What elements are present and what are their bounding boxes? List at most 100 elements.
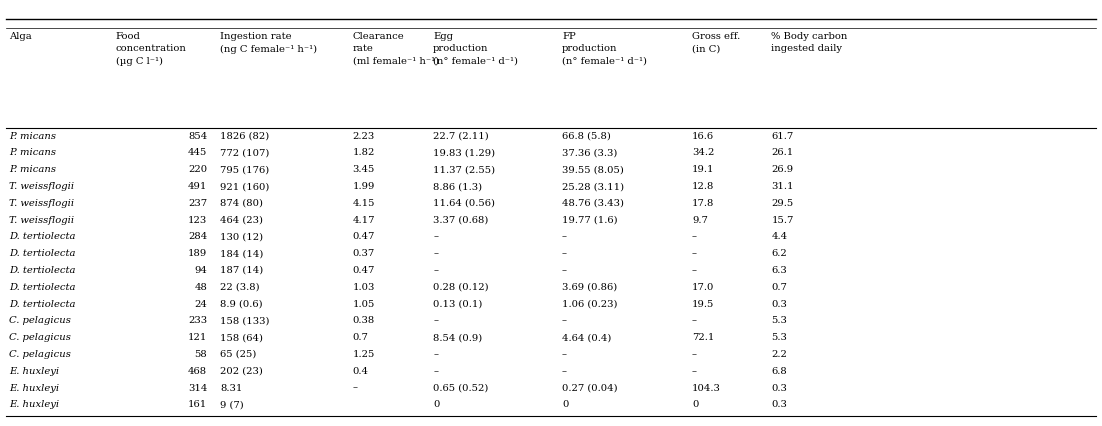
Text: 8.86 (1.3): 8.86 (1.3) bbox=[433, 182, 483, 191]
Text: 220: 220 bbox=[188, 165, 207, 174]
Text: 202 (23): 202 (23) bbox=[220, 367, 263, 376]
Text: C. pelagicus: C. pelagicus bbox=[9, 350, 71, 359]
Text: 19.83 (1.29): 19.83 (1.29) bbox=[433, 149, 495, 158]
Text: 17.8: 17.8 bbox=[692, 199, 714, 208]
Text: 29.5: 29.5 bbox=[771, 199, 793, 208]
Text: 0.65 (0.52): 0.65 (0.52) bbox=[433, 383, 488, 392]
Text: –: – bbox=[433, 249, 439, 258]
Text: –: – bbox=[562, 249, 568, 258]
Text: 772 (107): 772 (107) bbox=[220, 149, 270, 158]
Text: 184 (14): 184 (14) bbox=[220, 249, 263, 258]
Text: 284: 284 bbox=[188, 233, 207, 242]
Text: P. micans: P. micans bbox=[9, 149, 56, 158]
Text: 26.9: 26.9 bbox=[771, 165, 793, 174]
Text: –: – bbox=[692, 350, 698, 359]
Text: 314: 314 bbox=[187, 383, 207, 392]
Text: 22.7 (2.11): 22.7 (2.11) bbox=[433, 132, 489, 141]
Text: C. pelagicus: C. pelagicus bbox=[9, 317, 71, 325]
Text: 237: 237 bbox=[188, 199, 207, 208]
Text: 11.64 (0.56): 11.64 (0.56) bbox=[433, 199, 495, 208]
Text: –: – bbox=[562, 233, 568, 242]
Text: –: – bbox=[433, 266, 439, 275]
Text: 1.03: 1.03 bbox=[353, 283, 375, 292]
Text: –: – bbox=[692, 249, 698, 258]
Text: 0.13 (0.1): 0.13 (0.1) bbox=[433, 299, 483, 308]
Text: 11.37 (2.55): 11.37 (2.55) bbox=[433, 165, 495, 174]
Text: Alga: Alga bbox=[9, 32, 32, 41]
Text: 8.54 (0.9): 8.54 (0.9) bbox=[433, 333, 483, 342]
Text: 3.45: 3.45 bbox=[353, 165, 375, 174]
Text: 1.25: 1.25 bbox=[353, 350, 375, 359]
Text: 795 (176): 795 (176) bbox=[220, 165, 270, 174]
Text: 58: 58 bbox=[194, 350, 207, 359]
Text: 19.5: 19.5 bbox=[692, 299, 714, 308]
Text: 1.82: 1.82 bbox=[353, 149, 375, 158]
Text: 12.8: 12.8 bbox=[692, 182, 714, 191]
Text: Food
concentration
(µg C l⁻¹): Food concentration (µg C l⁻¹) bbox=[116, 32, 186, 66]
Text: 189: 189 bbox=[188, 249, 207, 258]
Text: –: – bbox=[433, 350, 439, 359]
Text: 34.2: 34.2 bbox=[692, 149, 714, 158]
Text: 16.6: 16.6 bbox=[692, 132, 714, 141]
Text: 1826 (82): 1826 (82) bbox=[220, 132, 270, 141]
Text: D. tertiolecta: D. tertiolecta bbox=[9, 283, 75, 292]
Text: D. tertiolecta: D. tertiolecta bbox=[9, 249, 75, 258]
Text: 1.99: 1.99 bbox=[353, 182, 375, 191]
Text: FP
production
(n° female⁻¹ d⁻¹): FP production (n° female⁻¹ d⁻¹) bbox=[562, 32, 647, 66]
Text: 0.27 (0.04): 0.27 (0.04) bbox=[562, 383, 617, 392]
Text: 121: 121 bbox=[187, 333, 207, 342]
Text: 15.7: 15.7 bbox=[771, 216, 793, 225]
Text: 0.3: 0.3 bbox=[771, 400, 787, 409]
Text: E. huxleyi: E. huxleyi bbox=[9, 383, 58, 392]
Text: 0.4: 0.4 bbox=[353, 367, 369, 376]
Text: 161: 161 bbox=[188, 400, 207, 409]
Text: 0.7: 0.7 bbox=[353, 333, 368, 342]
Text: –: – bbox=[562, 350, 568, 359]
Text: 0.38: 0.38 bbox=[353, 317, 375, 325]
Text: 921 (160): 921 (160) bbox=[220, 182, 270, 191]
Text: 0.3: 0.3 bbox=[771, 383, 787, 392]
Text: 2.2: 2.2 bbox=[771, 350, 787, 359]
Text: E. huxleyi: E. huxleyi bbox=[9, 367, 58, 376]
Text: 72.1: 72.1 bbox=[692, 333, 714, 342]
Text: 0.28 (0.12): 0.28 (0.12) bbox=[433, 283, 488, 292]
Text: –: – bbox=[353, 383, 358, 392]
Text: 158 (64): 158 (64) bbox=[220, 333, 263, 342]
Text: 1.06 (0.23): 1.06 (0.23) bbox=[562, 299, 617, 308]
Text: –: – bbox=[433, 367, 439, 376]
Text: 8.31: 8.31 bbox=[220, 383, 242, 392]
Text: T. weissflogii: T. weissflogii bbox=[9, 216, 74, 225]
Text: 9 (7): 9 (7) bbox=[220, 400, 245, 409]
Text: –: – bbox=[562, 317, 568, 325]
Text: Clearance
rate
(ml female⁻¹ h⁻¹): Clearance rate (ml female⁻¹ h⁻¹) bbox=[353, 32, 439, 66]
Text: 4.4: 4.4 bbox=[771, 233, 788, 242]
Text: 6.8: 6.8 bbox=[771, 367, 787, 376]
Text: 4.17: 4.17 bbox=[353, 216, 375, 225]
Text: 874 (80): 874 (80) bbox=[220, 199, 263, 208]
Text: 0.47: 0.47 bbox=[353, 266, 375, 275]
Text: P. micans: P. micans bbox=[9, 132, 56, 141]
Text: C. pelagicus: C. pelagicus bbox=[9, 333, 71, 342]
Text: 123: 123 bbox=[188, 216, 207, 225]
Text: 468: 468 bbox=[188, 367, 207, 376]
Text: Ingestion rate
(ng C female⁻¹ h⁻¹): Ingestion rate (ng C female⁻¹ h⁻¹) bbox=[220, 32, 317, 54]
Text: D. tertiolecta: D. tertiolecta bbox=[9, 266, 75, 275]
Text: 48.76 (3.43): 48.76 (3.43) bbox=[562, 199, 624, 208]
Text: 3.69 (0.86): 3.69 (0.86) bbox=[562, 283, 617, 292]
Text: 0.7: 0.7 bbox=[771, 283, 787, 292]
Text: 233: 233 bbox=[188, 317, 207, 325]
Text: 0: 0 bbox=[433, 400, 440, 409]
Text: 19.77 (1.6): 19.77 (1.6) bbox=[562, 216, 617, 225]
Text: 37.36 (3.3): 37.36 (3.3) bbox=[562, 149, 617, 158]
Text: 94: 94 bbox=[194, 266, 207, 275]
Text: D. tertiolecta: D. tertiolecta bbox=[9, 299, 75, 308]
Text: 3.37 (0.68): 3.37 (0.68) bbox=[433, 216, 488, 225]
Text: D. tertiolecta: D. tertiolecta bbox=[9, 233, 75, 242]
Text: 4.64 (0.4): 4.64 (0.4) bbox=[562, 333, 612, 342]
Text: 4.15: 4.15 bbox=[353, 199, 375, 208]
Text: 17.0: 17.0 bbox=[692, 283, 714, 292]
Text: 0: 0 bbox=[562, 400, 569, 409]
Text: –: – bbox=[692, 367, 698, 376]
Text: –: – bbox=[692, 317, 698, 325]
Text: 31.1: 31.1 bbox=[771, 182, 793, 191]
